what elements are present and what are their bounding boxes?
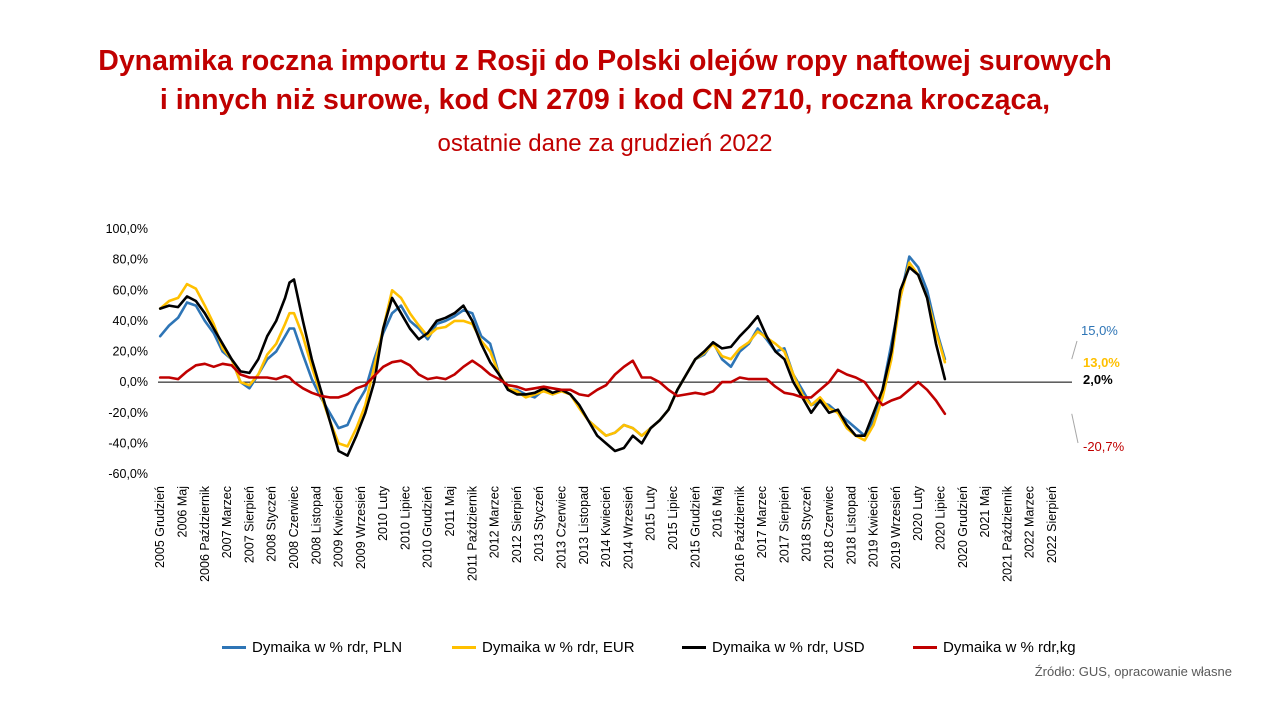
x-tick-label: 2012 Marzec: [488, 486, 502, 558]
x-tick-label: 2014 Wrzesień: [621, 486, 635, 569]
y-tick-label: 20,0%: [113, 345, 148, 359]
x-tick-label: 2008 Czerwiec: [287, 486, 301, 569]
x-tick-label: 2019 Wrzesień: [889, 486, 903, 569]
end-labels: 15,0% 13,0% 2,0% -20,7%: [1071, 323, 1125, 454]
x-tick-label: 2007 Marzec: [220, 486, 234, 558]
x-tick-label: 2013 Listopad: [577, 486, 591, 565]
x-tick-label: 2005 Grudzień: [153, 486, 167, 568]
x-tick-label: 2010 Grudzień: [421, 486, 435, 568]
x-tick-label: 2008 Styczeń: [265, 486, 279, 562]
title-line-1: Dynamika roczna importu z Rosji do Polsk…: [98, 45, 1112, 77]
end-value-label: 15,0%: [1081, 323, 1118, 338]
page-title: Dynamika roczna importu z Rosji do Polsk…: [0, 42, 1210, 120]
x-tick-label: 2018 Styczeń: [800, 486, 814, 562]
x-tick-label: 2010 Lipiec: [398, 486, 412, 550]
x-tick-label: 2017 Marzec: [755, 486, 769, 558]
end-value-label: -20,7%: [1083, 439, 1125, 454]
legend-swatch: [452, 645, 476, 649]
legend-item: Dymaika w % rdr,kg: [913, 638, 1076, 658]
x-tick-label: 2020 Luty: [911, 485, 925, 541]
x-tick-label: 2012 Sierpień: [510, 486, 524, 563]
x-tick-label: 2014 Kwiecień: [599, 486, 613, 567]
legend-item: Dymaika w % rdr, USD: [682, 638, 865, 658]
legend-item: Dymaika w % rdr, EUR: [452, 638, 635, 658]
series-line-2: [158, 266, 947, 457]
legend-item: Dymaika w % rdr, PLN: [222, 638, 402, 658]
y-axis: 100,0% 80,0% 60,0% 40,0% 20,0% 0,0% -20,0% -40,…: [106, 222, 1072, 481]
x-tick-label: 2020 Grudzień: [956, 486, 970, 568]
legend-label: Dymaika w % rdr,kg: [943, 639, 1076, 656]
x-tick-label: 2016 Maj: [711, 486, 725, 537]
x-tick-label: 2009 Wrzesień: [354, 486, 368, 569]
y-tick-label: 0,0%: [120, 375, 149, 389]
x-tick-label: 2015 Grudzień: [688, 486, 702, 568]
x-axis: 2005 Grudzień 2006 Maj 2006 Październik 200…: [153, 485, 1059, 582]
x-tick-label: 2009 Kwiecień: [332, 486, 346, 567]
series-line-3: [158, 359, 947, 416]
x-tick-label: 2021 Maj: [978, 486, 992, 537]
x-tick-label: 2013 Styczeń: [532, 486, 546, 562]
legend: Dymaika w % rdr, PLN Dymaika w % rdr, EUR…: [0, 638, 1280, 658]
leader-line: [1071, 413, 1079, 444]
y-tick-label: -40,0%: [108, 436, 148, 450]
legend-label: Dymaika w % rdr, EUR: [482, 639, 635, 656]
y-tick-label: -20,0%: [108, 406, 148, 420]
x-tick-label: 2018 Listopad: [844, 486, 858, 565]
page-subtitle: ostatnie dane za grudzień 2022: [437, 130, 773, 157]
title-line-2: i innych niż surowe, kod CN 2709 i kod C…: [159, 84, 1051, 116]
x-tick-label: 2018 Czerwiec: [822, 486, 836, 569]
x-tick-label: 2007 Sierpień: [242, 486, 256, 563]
y-tick-label: 80,0%: [113, 253, 148, 267]
x-tick-label: 2006 Październik: [198, 485, 212, 582]
y-tick-label: 40,0%: [113, 314, 148, 328]
leader-line: [1071, 340, 1078, 360]
x-tick-label: 2008 Listopad: [309, 486, 323, 565]
x-tick-label: 2022 Sierpień: [1045, 486, 1059, 563]
x-tick-label: 2016 Październik: [733, 485, 747, 582]
x-tick-label: 2010 Luty: [376, 485, 390, 541]
x-tick-label: 2017 Sierpień: [777, 486, 791, 563]
legend-label: Dymaika w % rdr, PLN: [252, 639, 403, 656]
end-value-label: 2,0%: [1083, 372, 1113, 387]
x-tick-label: 2011 Październik: [465, 485, 479, 581]
legend-swatch: [222, 645, 246, 649]
legend-label: Dymaika w % rdr, USD: [712, 639, 865, 656]
legend-swatch: [682, 645, 706, 649]
x-tick-label: 2021 Październik: [1000, 485, 1014, 582]
x-tick-label: 2020 Lipiec: [933, 486, 947, 550]
series-line-1: [158, 261, 947, 448]
y-tick-label: -60,0%: [108, 467, 148, 481]
x-tick-label: 2022 Marzec: [1023, 486, 1037, 558]
y-tick-label: 100,0%: [106, 222, 148, 236]
series-layer: [158, 255, 947, 457]
x-tick-label: 2015 Luty: [644, 485, 658, 541]
x-tick-label: 2019 Kwiecień: [867, 486, 881, 567]
end-value-label: 13,0%: [1083, 355, 1120, 370]
source-note: Źródło: GUS, opracowanie własne: [1034, 664, 1232, 679]
x-tick-label: 2013 Czerwiec: [554, 486, 568, 569]
x-tick-label: 2006 Maj: [176, 486, 190, 537]
x-tick-label: 2015 Lipiec: [666, 486, 680, 550]
legend-swatch: [913, 645, 937, 649]
y-tick-label: 60,0%: [113, 283, 148, 297]
x-tick-label: 2011 Maj: [443, 486, 457, 537]
